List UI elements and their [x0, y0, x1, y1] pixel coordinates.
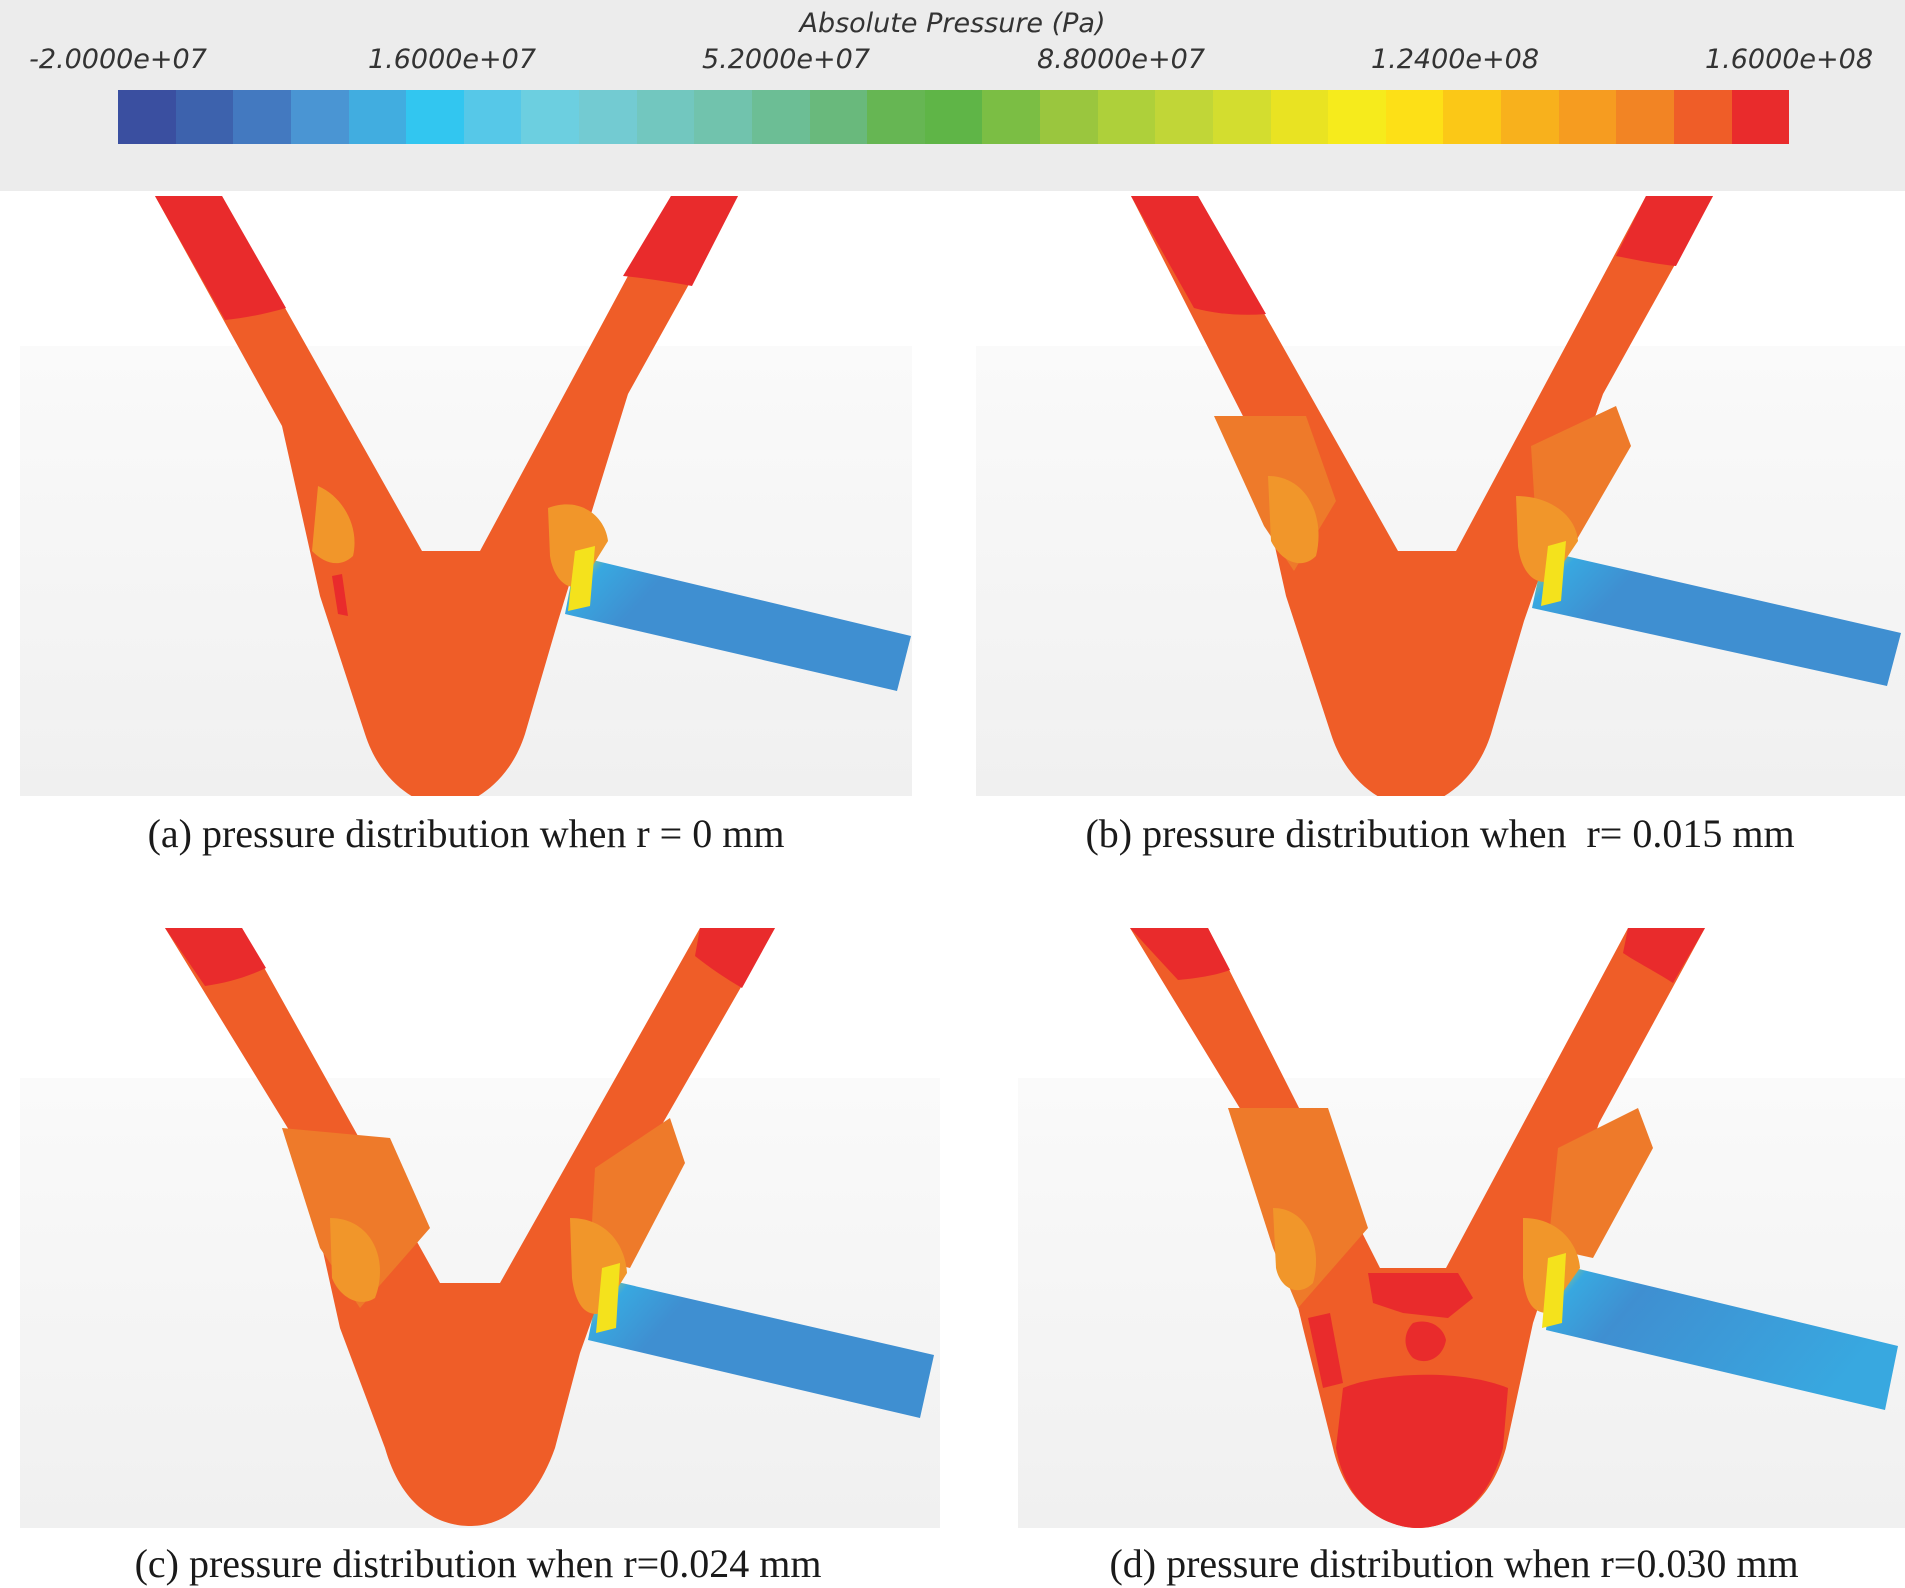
high-pressure-region	[155, 196, 286, 320]
high-pressure-region	[1336, 1374, 1508, 1528]
colorbar-segment	[175, 90, 234, 144]
colorbar-segment	[290, 90, 349, 144]
outlet-channel	[565, 556, 911, 691]
colorbar-segment	[751, 90, 810, 144]
high-pressure-region	[623, 196, 738, 286]
colorbar	[118, 90, 1790, 144]
v-chamber	[1131, 196, 1713, 796]
orange-region	[590, 1118, 685, 1268]
colorbar-segment	[1558, 90, 1617, 144]
colorbar-segment	[521, 90, 579, 144]
panel-b	[976, 196, 1905, 796]
colorbar-legend: Absolute Pressure (Pa) -2.0000e+07 1.600…	[0, 0, 1905, 191]
high-pressure-region	[1405, 1321, 1446, 1362]
high-pressure-region	[1130, 928, 1230, 980]
colorbar-segment	[579, 90, 637, 144]
colorbar-segment	[1501, 90, 1559, 144]
orange-region	[1268, 476, 1319, 564]
orange-region	[312, 486, 355, 564]
colorbar-segment	[1673, 90, 1732, 144]
colorbar-segment	[118, 90, 176, 144]
colorbar-segment	[233, 90, 291, 144]
legend-tick: 1.6000e+08	[1704, 44, 1874, 75]
colorbar-segment	[1155, 90, 1213, 144]
legend-tick: -2.0000e+07	[29, 44, 207, 75]
high-pressure-region	[1616, 196, 1713, 266]
colorbar-segment	[809, 90, 868, 144]
v-chamber	[165, 928, 775, 1526]
panel-c	[20, 928, 940, 1528]
colorbar-segment	[924, 90, 983, 144]
orange-region	[330, 1218, 380, 1302]
high-pressure-region	[695, 928, 775, 988]
legend-tick: 1.2400e+08	[1370, 44, 1540, 75]
high-pressure-region	[1308, 1313, 1343, 1388]
panel-d	[1018, 928, 1905, 1528]
colorbar-segment	[1328, 90, 1386, 144]
caption-b: (b) pressure distribution when r= 0.015 …	[1085, 811, 1795, 856]
panel-a	[20, 196, 912, 796]
colorbar-segment	[348, 90, 407, 144]
legend-tick: 8.8000e+07	[1036, 44, 1206, 75]
colorbar-segment	[1270, 90, 1329, 144]
caption-c: (c) pressure distribution when r=0.024 m…	[134, 1541, 822, 1586]
outlet-channel	[588, 1278, 934, 1418]
colorbar-segment	[1616, 90, 1674, 144]
v-chamber	[155, 196, 738, 796]
outlet-channel	[1532, 551, 1901, 686]
high-pressure-region	[165, 928, 266, 986]
colorbar-segment	[1040, 90, 1098, 144]
high-pressure-region	[1368, 1273, 1473, 1318]
pressure-plot-c	[20, 928, 940, 1528]
high-pressure-region	[1131, 196, 1266, 315]
v-chamber	[1130, 928, 1705, 1528]
colorbar-segment	[1212, 90, 1271, 144]
orange-region	[1273, 1208, 1317, 1291]
colorbar-segment	[1731, 90, 1790, 144]
pressure-plot-d	[1018, 928, 1905, 1528]
caption-d: (d) pressure distribution when r=0.030 m…	[1109, 1541, 1799, 1586]
high-pressure-region	[1623, 928, 1705, 983]
pressure-plot-a	[20, 196, 912, 796]
orange-region	[548, 504, 608, 587]
caption-a: (a) pressure distribution when r = 0 mm	[147, 811, 785, 856]
colorbar-segment	[1097, 90, 1156, 144]
yellow-region	[1542, 1253, 1566, 1328]
colorbar-segment	[694, 90, 752, 144]
orange-region	[1548, 1108, 1653, 1258]
legend-tick: 1.6000e+07	[367, 44, 537, 75]
colorbar-segment	[867, 90, 925, 144]
outlet-channel	[1546, 1263, 1898, 1410]
pressure-plot-b	[976, 196, 1905, 796]
yellow-region	[596, 1263, 620, 1333]
colorbar-segment	[463, 90, 522, 144]
colorbar-segment	[406, 90, 464, 144]
yellow-region	[1541, 541, 1566, 606]
red-spot	[332, 574, 348, 616]
legend-tick: 5.2000e+07	[701, 44, 871, 75]
legend-title: Absolute Pressure (Pa)	[799, 8, 1106, 39]
colorbar-segment	[1443, 90, 1501, 144]
orange-region	[282, 1128, 430, 1308]
colorbar-segment	[1385, 90, 1444, 144]
colorbar-segment	[636, 90, 695, 144]
orange-region	[1228, 1108, 1368, 1308]
colorbar-segment	[982, 90, 1040, 144]
yellow-region	[568, 546, 595, 611]
